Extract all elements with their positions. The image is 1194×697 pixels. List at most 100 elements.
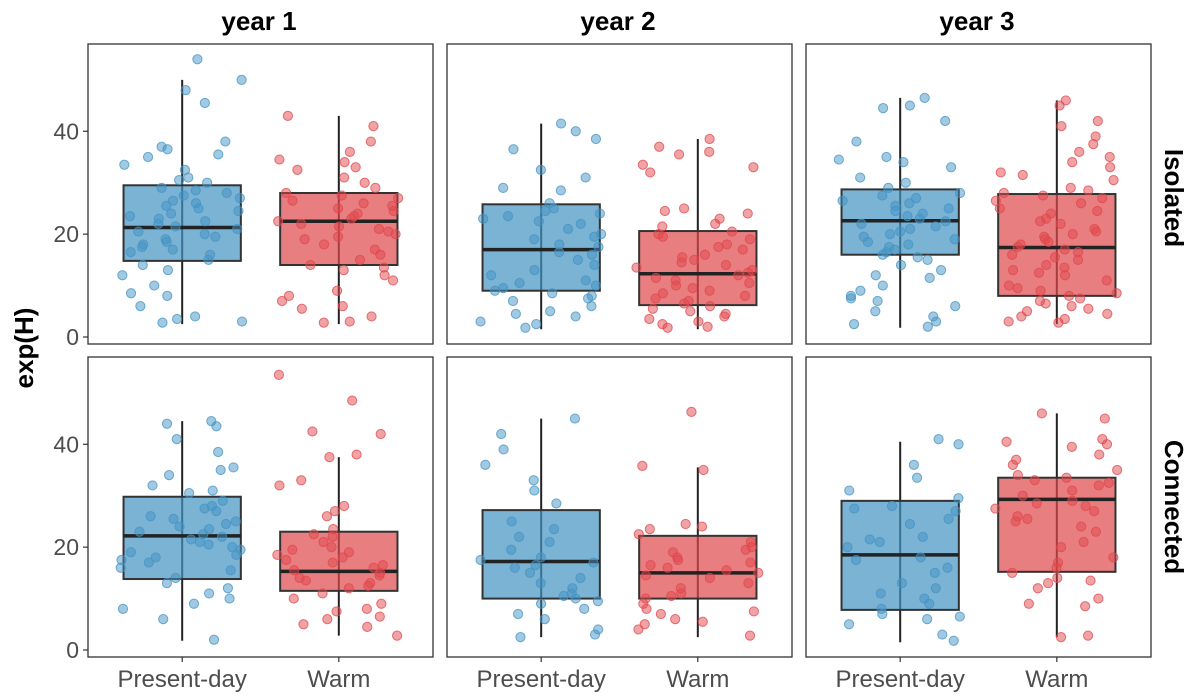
data-point <box>678 203 690 214</box>
data-point <box>673 149 685 160</box>
data-point <box>580 172 591 183</box>
data-point <box>693 316 704 327</box>
data-point <box>339 500 350 512</box>
row-strip-label: Connected <box>1159 440 1189 574</box>
data-point <box>953 439 964 450</box>
data-point <box>935 265 947 276</box>
data-point <box>161 200 172 211</box>
data-point <box>305 259 316 271</box>
data-point <box>904 223 916 235</box>
data-point <box>881 151 892 163</box>
data-point <box>210 231 221 242</box>
data-point <box>930 221 941 232</box>
data-point <box>274 154 285 165</box>
data-point <box>1003 280 1015 291</box>
data-point <box>940 115 951 127</box>
column-strip-label: year 2 <box>580 6 655 36</box>
data-point <box>339 157 350 168</box>
data-point <box>940 216 951 227</box>
data-point <box>1053 317 1064 328</box>
panel <box>87 356 434 658</box>
data-point <box>924 272 935 283</box>
data-point <box>833 154 844 165</box>
data-point <box>213 149 224 160</box>
data-point <box>719 311 730 322</box>
data-point <box>548 524 560 535</box>
data-point <box>217 495 228 506</box>
data-point <box>551 498 562 509</box>
data-point <box>864 534 875 545</box>
data-point <box>117 603 129 614</box>
panel <box>446 356 793 658</box>
data-point <box>200 216 211 227</box>
row-strip-label: Isolated <box>1159 149 1189 247</box>
data-point <box>180 85 191 96</box>
data-point <box>753 567 764 578</box>
data-point <box>365 136 376 147</box>
data-point <box>943 513 954 524</box>
data-point <box>1094 449 1105 460</box>
data-point <box>726 226 738 237</box>
data-point <box>224 593 235 604</box>
data-point <box>842 542 853 553</box>
data-point <box>877 103 889 114</box>
data-point <box>562 223 574 235</box>
data-point <box>875 588 886 599</box>
data-point <box>911 472 923 483</box>
data-point <box>273 216 284 227</box>
data-point <box>1066 301 1077 312</box>
data-point <box>1066 441 1077 452</box>
data-point <box>336 190 347 201</box>
data-point <box>904 198 915 209</box>
data-point <box>943 203 954 214</box>
data-point <box>322 614 333 625</box>
data-point <box>1092 205 1103 217</box>
data-point <box>202 177 213 188</box>
data-point <box>689 254 700 265</box>
data-point <box>1092 115 1103 127</box>
data-point <box>1091 226 1102 237</box>
data-point <box>1056 121 1067 132</box>
data-point <box>506 544 517 555</box>
data-point <box>702 321 713 332</box>
data-point <box>374 611 385 622</box>
data-point <box>162 265 174 276</box>
data-point <box>884 229 896 240</box>
data-point <box>679 298 690 309</box>
y-tick-label: 20 <box>53 221 79 247</box>
data-point <box>338 265 349 276</box>
data-point <box>929 567 940 578</box>
data-point <box>547 288 558 299</box>
data-point <box>1093 480 1104 491</box>
data-point <box>922 614 933 625</box>
data-point <box>837 195 848 206</box>
data-point <box>919 92 930 103</box>
data-point <box>134 526 145 537</box>
data-point <box>744 630 756 641</box>
data-point <box>1072 254 1084 265</box>
y-tick-label: 40 <box>53 431 79 457</box>
data-point <box>161 418 173 429</box>
panel <box>446 43 793 345</box>
data-point <box>843 619 855 630</box>
x-tick-label: Warm <box>1025 666 1088 693</box>
data-point <box>721 565 732 576</box>
data-point <box>222 583 234 594</box>
data-point <box>994 203 1005 214</box>
data-point <box>848 319 860 330</box>
data-point <box>157 317 168 328</box>
data-point <box>388 205 399 217</box>
data-point <box>1111 288 1122 299</box>
data-point <box>1080 601 1091 612</box>
data-point <box>520 322 531 333</box>
data-point <box>877 249 888 260</box>
data-point <box>1059 244 1070 255</box>
data-point <box>317 588 328 599</box>
data-point <box>937 629 948 640</box>
data-point <box>147 480 158 491</box>
panel-border <box>446 356 793 658</box>
data-point <box>1017 169 1028 181</box>
data-point <box>704 133 715 145</box>
data-point <box>895 226 906 237</box>
data-point <box>498 182 509 193</box>
